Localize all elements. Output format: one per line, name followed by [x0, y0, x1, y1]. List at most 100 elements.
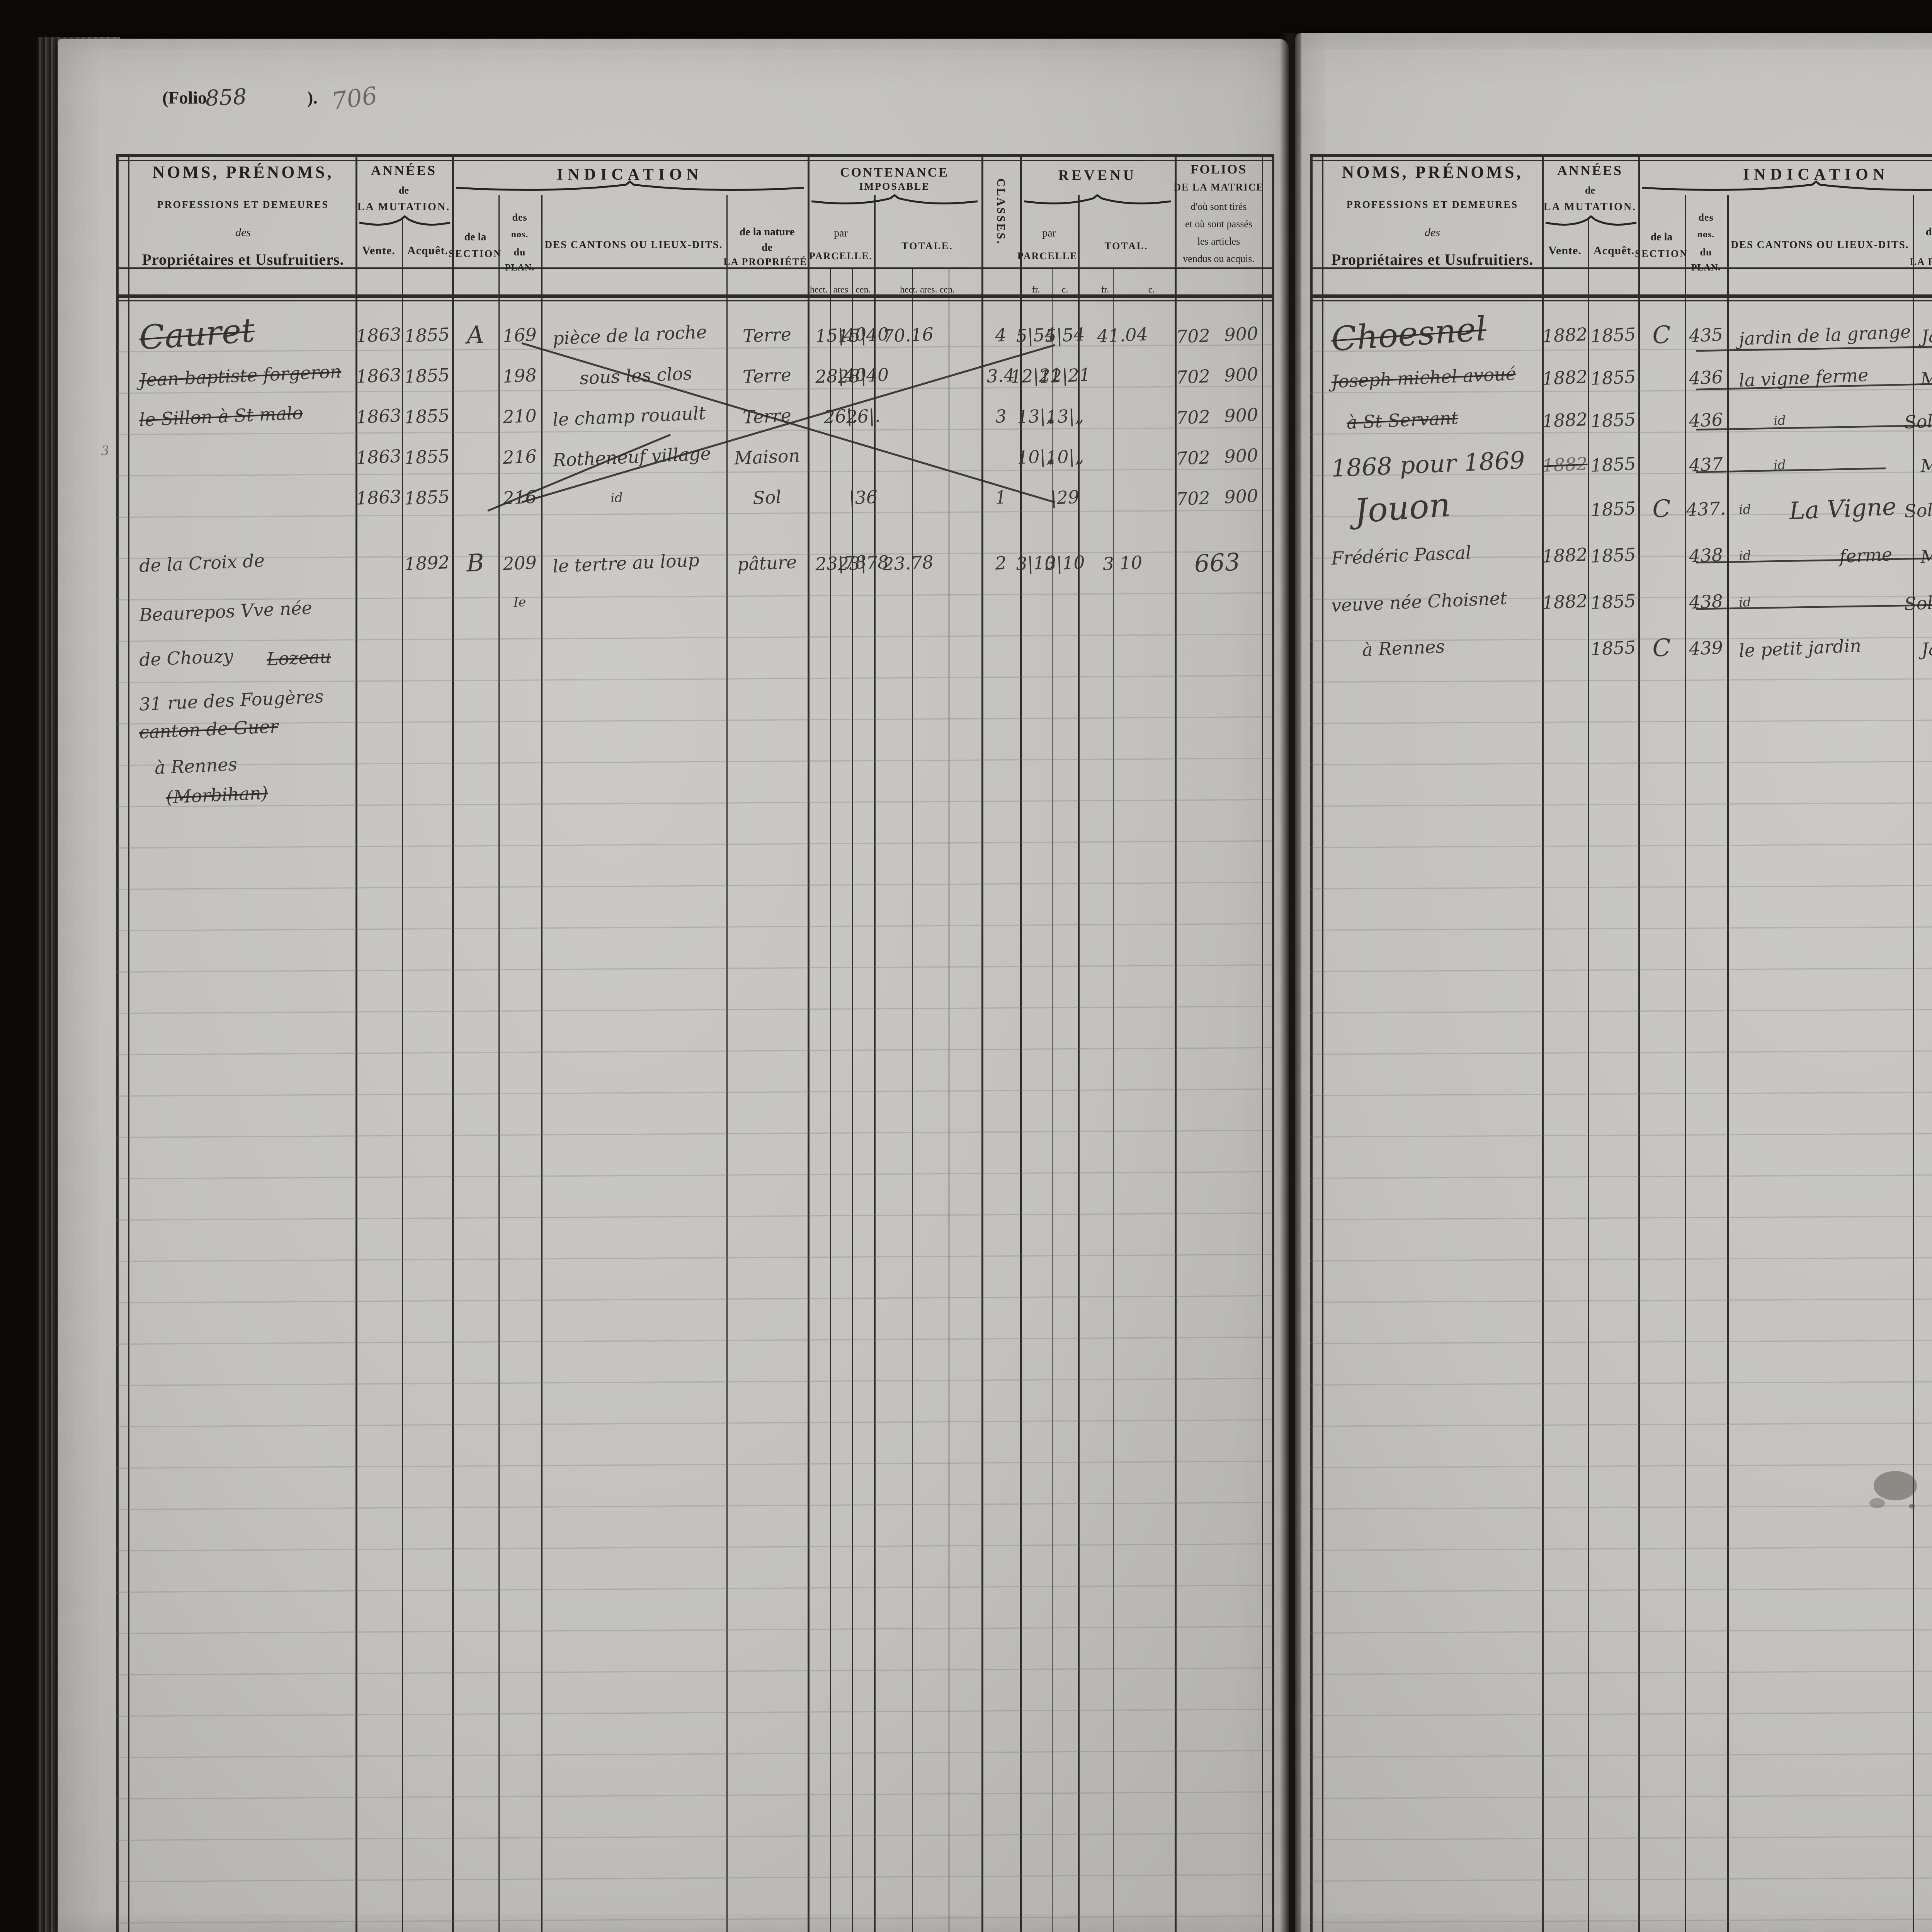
cell-rt: 41.04 [1097, 323, 1148, 347]
cell-plan: 438 [1688, 590, 1724, 613]
cell-plan: 216 [502, 446, 537, 468]
header-names-line: PROFESSIONS ET DEMEURES [157, 199, 329, 210]
rule-line [726, 195, 728, 1932]
rule-line [1727, 195, 1729, 1932]
page-gutter-shadow [1280, 33, 1301, 1932]
cell-section: C [1651, 633, 1672, 662]
cell-plan: 210 [502, 405, 537, 428]
header-plan-line: nos. [1697, 230, 1715, 240]
cell-rp: 13|„ [1045, 405, 1085, 428]
cell-cantons: id [1773, 412, 1786, 429]
header-contenance-line: CONTENANCE [840, 165, 949, 180]
cell-name: de Chouzy [138, 645, 234, 670]
cell-section: C [1651, 494, 1672, 523]
cell-acquet: 1892 [404, 551, 450, 575]
cell-plan: 438 [1688, 544, 1724, 567]
cell-name: Jouon [1353, 485, 1452, 531]
cell-cp: 23|78 [837, 551, 889, 575]
cell-plan: 437 [1688, 453, 1724, 476]
rule-line [1078, 195, 1080, 1932]
header-names-line: Propriétaires et Usufruitiers. [1331, 251, 1534, 268]
cell-folios: 663 [1194, 548, 1241, 578]
rule-line [116, 300, 1273, 301]
rule-line [852, 269, 853, 1932]
rule-line [1310, 294, 1932, 298]
cell-nature: Sol et cour [1903, 589, 1932, 614]
cell-vente: 1882 [1542, 366, 1588, 389]
cell-vente: 1882 [1542, 590, 1588, 613]
rule-line [1913, 195, 1914, 1932]
cell-nature: Maison [1920, 452, 1932, 476]
rule-line [116, 154, 1273, 157]
cell-name: (Morbihan) [165, 782, 269, 808]
rule-line [1052, 269, 1053, 1932]
header-plan-line: nos. [511, 230, 529, 240]
header-nature-line: de la nature [1925, 226, 1932, 238]
header-vente: Vente. [1548, 244, 1582, 257]
header-folios-line: et où sont passés [1185, 218, 1253, 230]
header-section-line: de la [1650, 231, 1673, 243]
rule-line [981, 154, 983, 1932]
cell-cantons: ferme [1838, 544, 1893, 567]
header-classes: CLASSES. [995, 178, 1007, 245]
cell-name: Cauret [138, 311, 256, 358]
header-plan-line: PLAN. [1691, 263, 1721, 273]
cell-vente: 1863 [355, 486, 402, 509]
cell-folios: 702 900 [1175, 404, 1259, 429]
cell-ct: 23.78 [882, 551, 934, 575]
rule-line [1638, 154, 1640, 1932]
rule-line [498, 195, 500, 1932]
rule-line [1588, 219, 1589, 1932]
cell-cantons: id [1738, 594, 1752, 610]
cell-vente: 1882 [1542, 453, 1588, 476]
header-parcelle-rev: PARCELLE. [1017, 250, 1081, 262]
cell-rp: |29 [1050, 486, 1080, 509]
header-names-line: des [1425, 226, 1440, 239]
cell-folios: 702 900 [1175, 323, 1259, 347]
header-totale: TOTALE. [901, 240, 953, 252]
cell-acquet: 1855 [404, 445, 450, 468]
cell-acquet: 1855 [1590, 323, 1636, 347]
cell-acquet: 1855 [404, 405, 450, 428]
cell-plan: 437. [1685, 498, 1726, 520]
cell-cp: 15|40 [837, 323, 889, 347]
cell-folios: 702 900 [1175, 485, 1259, 510]
cell-cp: |36 [848, 486, 878, 509]
cell-vente: 1863 [355, 445, 402, 468]
cell-acquet: 1855 [1590, 544, 1636, 567]
rule-line [128, 154, 129, 1932]
cell-acquet: 1855 [404, 486, 450, 509]
cell-nature: Terre [742, 405, 792, 428]
cell-name: à Rennes [154, 753, 238, 778]
cell-cantons: La Vigne [1788, 492, 1897, 525]
cell-cantons: id [1738, 501, 1752, 517]
cell-classes: 4 [995, 324, 1007, 346]
rule-line [116, 267, 1273, 269]
rule-line [402, 219, 403, 1932]
rule-line [1310, 154, 1313, 1932]
header-annees-line: de [399, 185, 409, 196]
header-plan-line: des [512, 212, 527, 223]
cell-rt: 3 10 [1102, 552, 1143, 575]
header-cantons: DES CANTONS OU LIEUX-DITS. [544, 239, 723, 250]
header-indication: INDICATION [556, 166, 703, 184]
header-nature-line: de [762, 242, 772, 253]
rule-line [116, 160, 1273, 161]
header-folios-line: d'où sont tirés [1190, 201, 1247, 212]
cell-classes: 2 [995, 552, 1007, 574]
cell-plan: Ie [513, 594, 527, 610]
header-section-line: SECTION [1634, 248, 1689, 259]
cell-vente: 1863 [355, 323, 402, 347]
cell-rp: 5|54 [1044, 324, 1085, 347]
cell-acquet: 1855 [404, 323, 450, 347]
rule-line [1113, 269, 1114, 1932]
header-annees-line: ANNÉES [371, 163, 437, 178]
header-names-line: NOMS, PRÉNOMS, [1342, 163, 1523, 182]
cell-nature: Sol [752, 486, 782, 509]
header-plan-line: PLAN. [505, 263, 535, 273]
header-plan-line: des [1698, 212, 1714, 223]
folio-number-handwritten: 858 [205, 84, 247, 111]
rule-line [1272, 154, 1274, 1932]
header-folios-line: vendus ou acquis. [1183, 253, 1255, 264]
